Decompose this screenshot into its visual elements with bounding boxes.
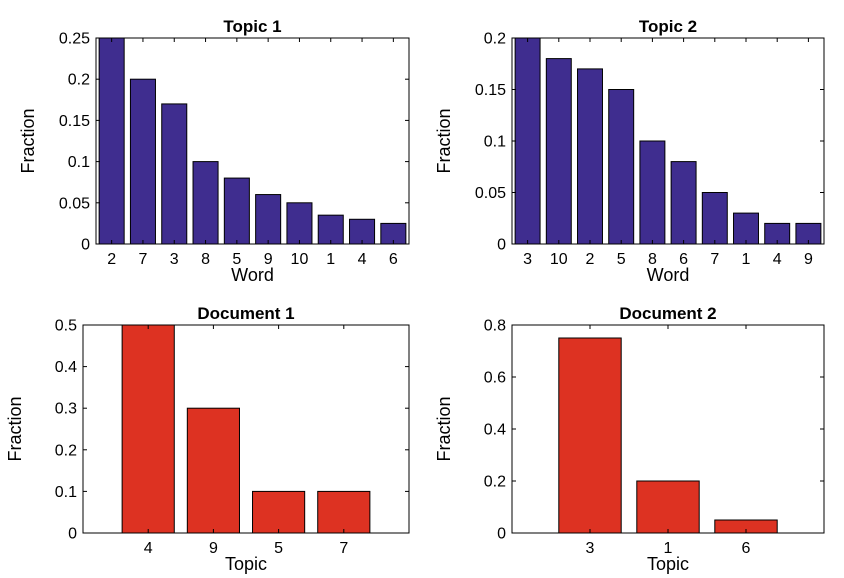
bar: [252, 490, 306, 534]
x-tick-label: 9: [804, 251, 813, 268]
bar: [639, 140, 666, 245]
x-tick-label: 9: [209, 540, 218, 557]
plot-frame: [82, 324, 410, 534]
y-tick-label: 0.1: [484, 134, 506, 151]
x-tick-label: 5: [617, 251, 626, 268]
y-tick-label: 0: [81, 237, 90, 254]
x-tick-label: 3: [523, 251, 532, 268]
chart-document-2: 0 0.2 0.4 0.6 0.8 3 1 6 Document 2 Topic Fraction: [434, 304, 825, 574]
y-tick-label: 0.4: [55, 359, 77, 376]
bar: [701, 192, 728, 245]
x-tick-label: 7: [710, 251, 719, 268]
x-tick-label: 8: [201, 251, 210, 268]
bar: [186, 407, 240, 534]
y-tick-label: 0.2: [55, 442, 77, 459]
x-tick-label: 8: [648, 251, 657, 268]
y-tick-label: 0.15: [59, 113, 90, 130]
bar: [545, 58, 572, 245]
y-tick-label: 0.15: [475, 82, 506, 99]
bar: [636, 480, 700, 534]
x-tick-label: 4: [358, 251, 367, 268]
x-tick-label: 4: [144, 540, 153, 557]
x-tick-label: 10: [291, 251, 309, 268]
bar: [317, 490, 371, 534]
x-tick-label: 6: [679, 251, 688, 268]
chart-title: Document 2: [619, 304, 716, 323]
y-tick-label: 0.1: [68, 154, 90, 171]
y-tick-label: 0.2: [68, 72, 90, 89]
x-tick-label: 5: [232, 251, 241, 268]
y-tick-label: 0.05: [59, 195, 90, 212]
x-tick-label: 3: [170, 251, 179, 268]
x-tick-label: 9: [264, 251, 273, 268]
bar: [129, 78, 156, 245]
x-tick-label: 5: [274, 540, 283, 557]
bar: [223, 177, 250, 245]
y-tick-label: 0.3: [55, 401, 77, 418]
chart-document-1: 0 0.1 0.2 0.3 0.4 0.5 4 9 5 7 Document 1 Topic Fract…: [5, 304, 410, 574]
y-tick-label: 0.5: [55, 318, 77, 335]
bar: [192, 161, 219, 245]
y-axis-label: Fraction: [434, 396, 454, 461]
y-tick-label: 0: [497, 237, 506, 254]
plot-frame: [95, 37, 410, 245]
x-tick-label: 1: [326, 251, 335, 268]
y-tick-label: 0.8: [484, 318, 506, 335]
y-axis-label: Fraction: [18, 108, 38, 173]
bar: [608, 89, 635, 245]
y-tick-label: 0.4: [484, 422, 506, 439]
bar: [577, 68, 603, 245]
y-tick-label: 0.2: [484, 474, 506, 491]
bar: [121, 324, 175, 534]
bar: [161, 103, 188, 245]
x-tick-label: 4: [773, 251, 782, 268]
x-tick-label: 6: [742, 540, 751, 557]
bar: [558, 337, 622, 534]
bar: [98, 37, 125, 245]
y-tick-label: 0.6: [484, 370, 506, 387]
chart-title: Topic 1: [223, 17, 281, 36]
x-axis-label: Topic: [647, 554, 689, 574]
chart-topic-1: 0 0.05 0.1 0.15 0.2 0.25 2 7 3 8 5 9 10 1 4 6 Topic 1 Wor…: [18, 17, 410, 285]
chart-topic-2: 0 0.05 0.1 0.15 0.2 3 10 2 5 8 6 7 1 4 9 Topic 2 Word Fra…: [434, 17, 825, 285]
x-tick-label: 7: [138, 251, 147, 268]
x-tick-label: 1: [664, 540, 673, 557]
x-tick-label: 6: [389, 251, 398, 268]
bar: [670, 161, 697, 245]
y-tick-label: 0.1: [55, 484, 77, 501]
x-axis-label: Word: [647, 265, 690, 285]
bar: [255, 194, 282, 245]
y-axis-label: Fraction: [434, 108, 454, 173]
x-tick-label: 7: [339, 540, 348, 557]
y-tick-label: 0: [497, 526, 506, 543]
y-tick-label: 0: [68, 526, 77, 543]
bar: [286, 202, 313, 245]
x-tick-label: 2: [107, 251, 116, 268]
bar: [514, 37, 541, 245]
bar: [733, 212, 759, 245]
y-tick-label: 0.2: [484, 31, 506, 48]
x-axis-label: Topic: [225, 554, 267, 574]
x-tick-label: 1: [742, 251, 751, 268]
bar: [317, 214, 344, 245]
chart-title: Document 1: [197, 304, 294, 323]
chart-title: Topic 2: [639, 17, 697, 36]
y-tick-label: 0.05: [475, 185, 506, 202]
y-axis-label: Fraction: [5, 396, 25, 461]
y-tick-label: 0.25: [59, 31, 90, 48]
x-tick-label: 10: [550, 251, 568, 268]
x-tick-label: 2: [586, 251, 595, 268]
x-tick-label: 3: [586, 540, 595, 557]
x-axis-label: Word: [231, 265, 274, 285]
